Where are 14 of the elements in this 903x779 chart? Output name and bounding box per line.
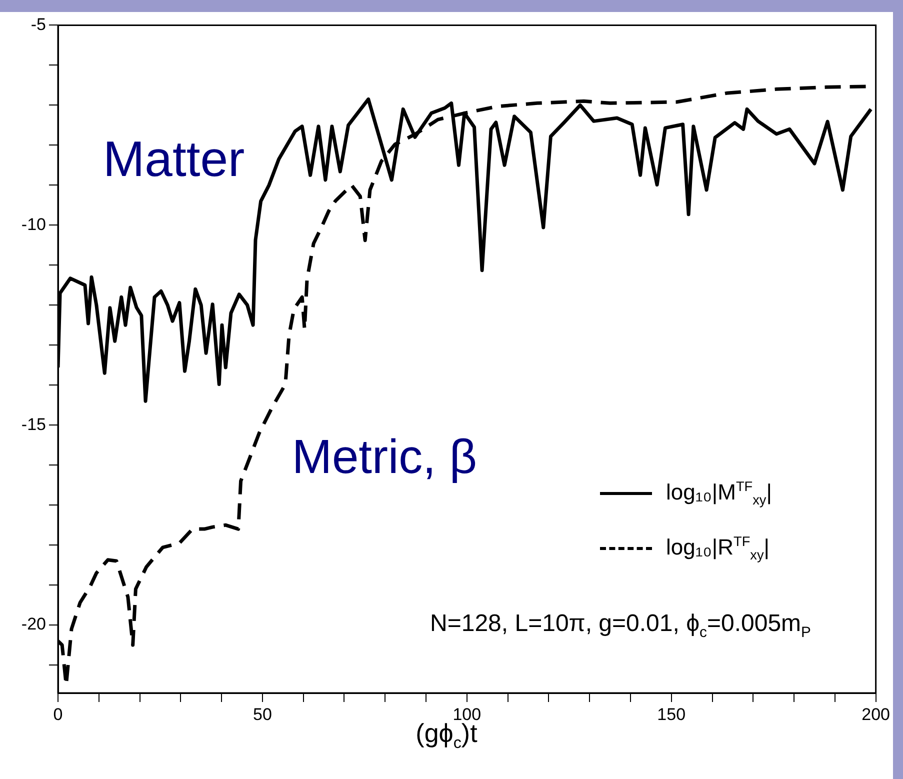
- x-tick-label: 100: [452, 704, 482, 724]
- annotation: Metric, β: [292, 431, 477, 484]
- x-tick-label: 150: [657, 704, 686, 724]
- x-tick-label: 200: [862, 704, 890, 724]
- x-tick-label: 0: [53, 704, 63, 724]
- legend-label: log₁₀|M$^{TF}$$_{xy}$|: [666, 479, 772, 508]
- y-tick-label: -5: [30, 14, 46, 34]
- y-tick-label: -20: [21, 614, 46, 634]
- legend-label: log₁₀|R$^{TF}$$_{xy}$|: [666, 534, 770, 563]
- x-tick-label: 50: [252, 704, 272, 724]
- annotation: Matter: [103, 131, 245, 187]
- annotation: N=128, L=10π, g=0.01, ϕ$_{c}$=0.005m$_{P}$: [430, 610, 811, 641]
- y-tick-label: -15: [21, 414, 46, 434]
- y-tick-label: -10: [21, 214, 46, 234]
